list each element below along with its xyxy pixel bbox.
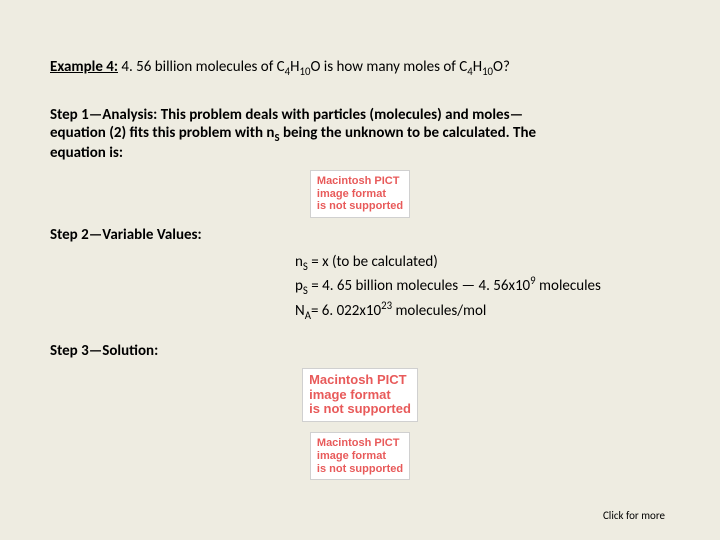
step2-values: nS = x (to be calculated) pS = 4. 65 bil… <box>295 252 670 324</box>
pict-line: Macintosh PICT <box>309 372 407 387</box>
click-for-more[interactable]: Click for more <box>603 509 665 522</box>
pict-line: is not supported <box>309 401 411 416</box>
pict-line: image format <box>309 387 391 402</box>
value-row: nS = x (to be calculated) <box>295 252 670 275</box>
pict-placeholder-icon: Macintosh PICT image format is not suppo… <box>302 368 418 423</box>
pict-line: image format <box>317 188 386 200</box>
var-rest: molecules <box>536 277 601 295</box>
example-label: Example 4: <box>50 58 118 76</box>
step1-line2b: being the unknown to be calculated. The <box>280 124 537 142</box>
step3-label: Step 3—Solution: <box>50 342 158 360</box>
pict-placeholder-icon: Macintosh PICT image format is not suppo… <box>310 432 410 480</box>
pict-line: Macintosh PICT <box>317 437 400 449</box>
step2-block: Step 2—Variable Values: <box>50 226 670 244</box>
step1-line2a: equation (2) fits this problem with n <box>50 124 274 142</box>
pict-line: image format <box>317 450 386 462</box>
var: N <box>295 302 305 320</box>
var-rest: molecules/mol <box>392 302 486 320</box>
formula-mid: H <box>290 58 299 76</box>
step1-block: Step 1—Analysis: This problem deals with… <box>50 106 670 162</box>
pict-placeholder-row: Macintosh PICT image format is not suppo… <box>50 170 670 218</box>
var-rest: = 4. 65 billion molecules — 4. 56x10 <box>308 277 530 295</box>
pict-placeholder-icon: Macintosh PICT image format is not suppo… <box>310 170 410 218</box>
formula-sub: 10 <box>482 65 493 78</box>
step3-block: Step 3—Solution: <box>50 342 670 360</box>
step2-label: Step 2—Variable Values: <box>50 226 202 244</box>
step1-line3: equation is: <box>50 144 123 162</box>
title-text-3: O? <box>493 58 510 76</box>
var-rest: = 6. 022x10 <box>311 302 381 320</box>
example-title: Example 4: 4. 56 billion molecules of C4… <box>50 58 670 78</box>
pict-line: Macintosh PICT <box>317 175 400 187</box>
title-text-1: 4. 56 billion molecules of C <box>118 58 285 76</box>
value-row: pS = 4. 65 billion molecules — 4. 56x109… <box>295 274 670 299</box>
step1-label: Step 1—Analysis: <box>50 106 157 124</box>
formula-sub: 10 <box>300 65 311 78</box>
pict-line: is not supported <box>317 200 403 212</box>
step1-line1: This problem deals with particles (molec… <box>157 106 523 124</box>
value-row: NA= 6. 022x1023 molecules/mol <box>295 299 670 324</box>
var-sup: 23 <box>381 299 392 312</box>
pict-placeholder-row: Macintosh PICT image format is not suppo… <box>50 368 670 423</box>
formula-mid: H <box>473 58 482 76</box>
var: p <box>295 277 303 295</box>
title-text-2: O is how many moles of C <box>310 58 467 76</box>
var: n <box>295 253 303 271</box>
var-rest: = x (to be calculated) <box>308 253 438 271</box>
pict-line: is not supported <box>317 463 403 475</box>
pict-placeholder-row: Macintosh PICT image format is not suppo… <box>50 432 670 480</box>
